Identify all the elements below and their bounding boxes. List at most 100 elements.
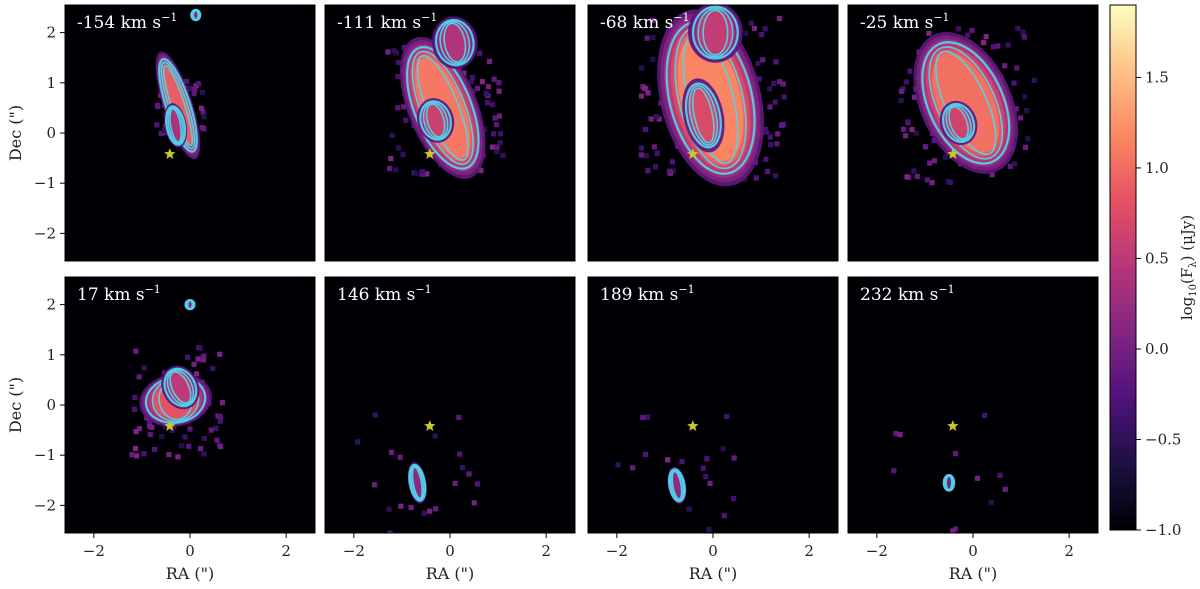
pixel [670,168,676,174]
x-tick-label: −2 [343,542,365,560]
pixel [724,413,730,420]
pixel [354,439,361,445]
pixel [947,179,953,185]
pixel [166,451,172,458]
pixel [393,50,400,56]
pixel [154,122,160,128]
pixel [182,434,188,440]
pixel [471,500,477,506]
pixel [645,90,651,96]
pixel [159,433,165,440]
contour [928,46,1004,160]
pixel [477,50,483,56]
pixel [198,105,205,111]
pixel [133,428,139,435]
contour [169,371,192,404]
pixel [192,86,198,92]
contour [688,85,719,146]
star-marker [687,148,699,159]
pixel [763,156,769,162]
panel-5: 146 km s−1 −2 0 2 RA (") [324,276,576,583]
pixel [650,34,656,41]
panel-2: -68 km s−1 [587,4,839,262]
pixel [438,534,443,539]
pixel [169,427,175,434]
colorbar-tick-label: 1.0 [1145,159,1169,177]
pixel [902,133,909,139]
pixel [981,412,988,419]
contour [948,106,969,140]
star-marker [687,420,699,431]
pixel [686,506,692,512]
x-tick-label: 2 [541,542,551,560]
contour [671,470,683,500]
pixel [141,365,147,371]
pixel [898,98,904,104]
contour [411,466,423,500]
pixel [141,451,147,457]
pixel [213,425,219,432]
colorbar-tick-label: 1.5 [1145,68,1169,86]
pixel [988,499,994,506]
pixel [893,430,899,437]
pixel [154,102,160,109]
x-tick-label: 2 [1064,542,1074,560]
y-tick-label: −1 [34,174,56,192]
pixel [161,127,168,134]
emission-blob [913,31,1018,174]
contour [419,100,452,141]
y-tick-label: 0 [46,396,56,414]
colorbar-tick-label: 0.5 [1145,249,1169,267]
pixel [195,81,202,87]
pixel [386,165,393,172]
pixel [965,32,971,38]
panels-layer: -154 km s−1 −2 −1 0 1 2 Dec (") -111 km s−1 -68 … [6,4,1099,583]
velocity-label: 232 km s−1 [860,283,955,305]
y-tick-label: −2 [34,224,56,242]
pixel [388,449,395,455]
pixel [483,90,489,96]
pixel [679,458,685,465]
pixel [398,503,404,509]
panel-0: -154 km s−1 −2 −1 0 1 2 Dec (") [6,4,316,262]
contour [667,468,686,503]
colorbar-gradient [1109,4,1137,531]
pixel [395,105,401,111]
pixel [1017,115,1024,121]
pixel [779,122,786,128]
pixel [217,414,223,420]
pixel [900,86,906,92]
pixel [152,446,158,453]
pixel [773,173,779,179]
pixel [704,456,710,462]
pixel [905,119,911,125]
pixel [491,76,497,82]
pixel [652,164,659,170]
pixel [200,109,206,115]
contour [941,102,976,143]
pixel [901,126,907,132]
pixel [397,454,403,460]
pixel [773,59,779,65]
pixel [471,88,477,94]
pixel [774,141,780,147]
star-marker [424,148,436,159]
contour [408,463,427,502]
pixel [989,172,995,178]
pixel [395,59,402,66]
x-tick-label: 0 [968,542,978,560]
pixel [217,351,223,357]
pixel [650,56,656,63]
velocity-label: 189 km s−1 [600,283,695,305]
pixel [389,132,395,139]
pixel [158,130,164,137]
pixel [700,465,706,471]
star-marker [164,420,176,431]
pixel [950,528,956,533]
pixel [421,510,427,516]
pixel [191,91,197,97]
contour [669,469,684,501]
star-marker [947,148,959,159]
contour [439,20,471,65]
pixel [413,170,419,176]
